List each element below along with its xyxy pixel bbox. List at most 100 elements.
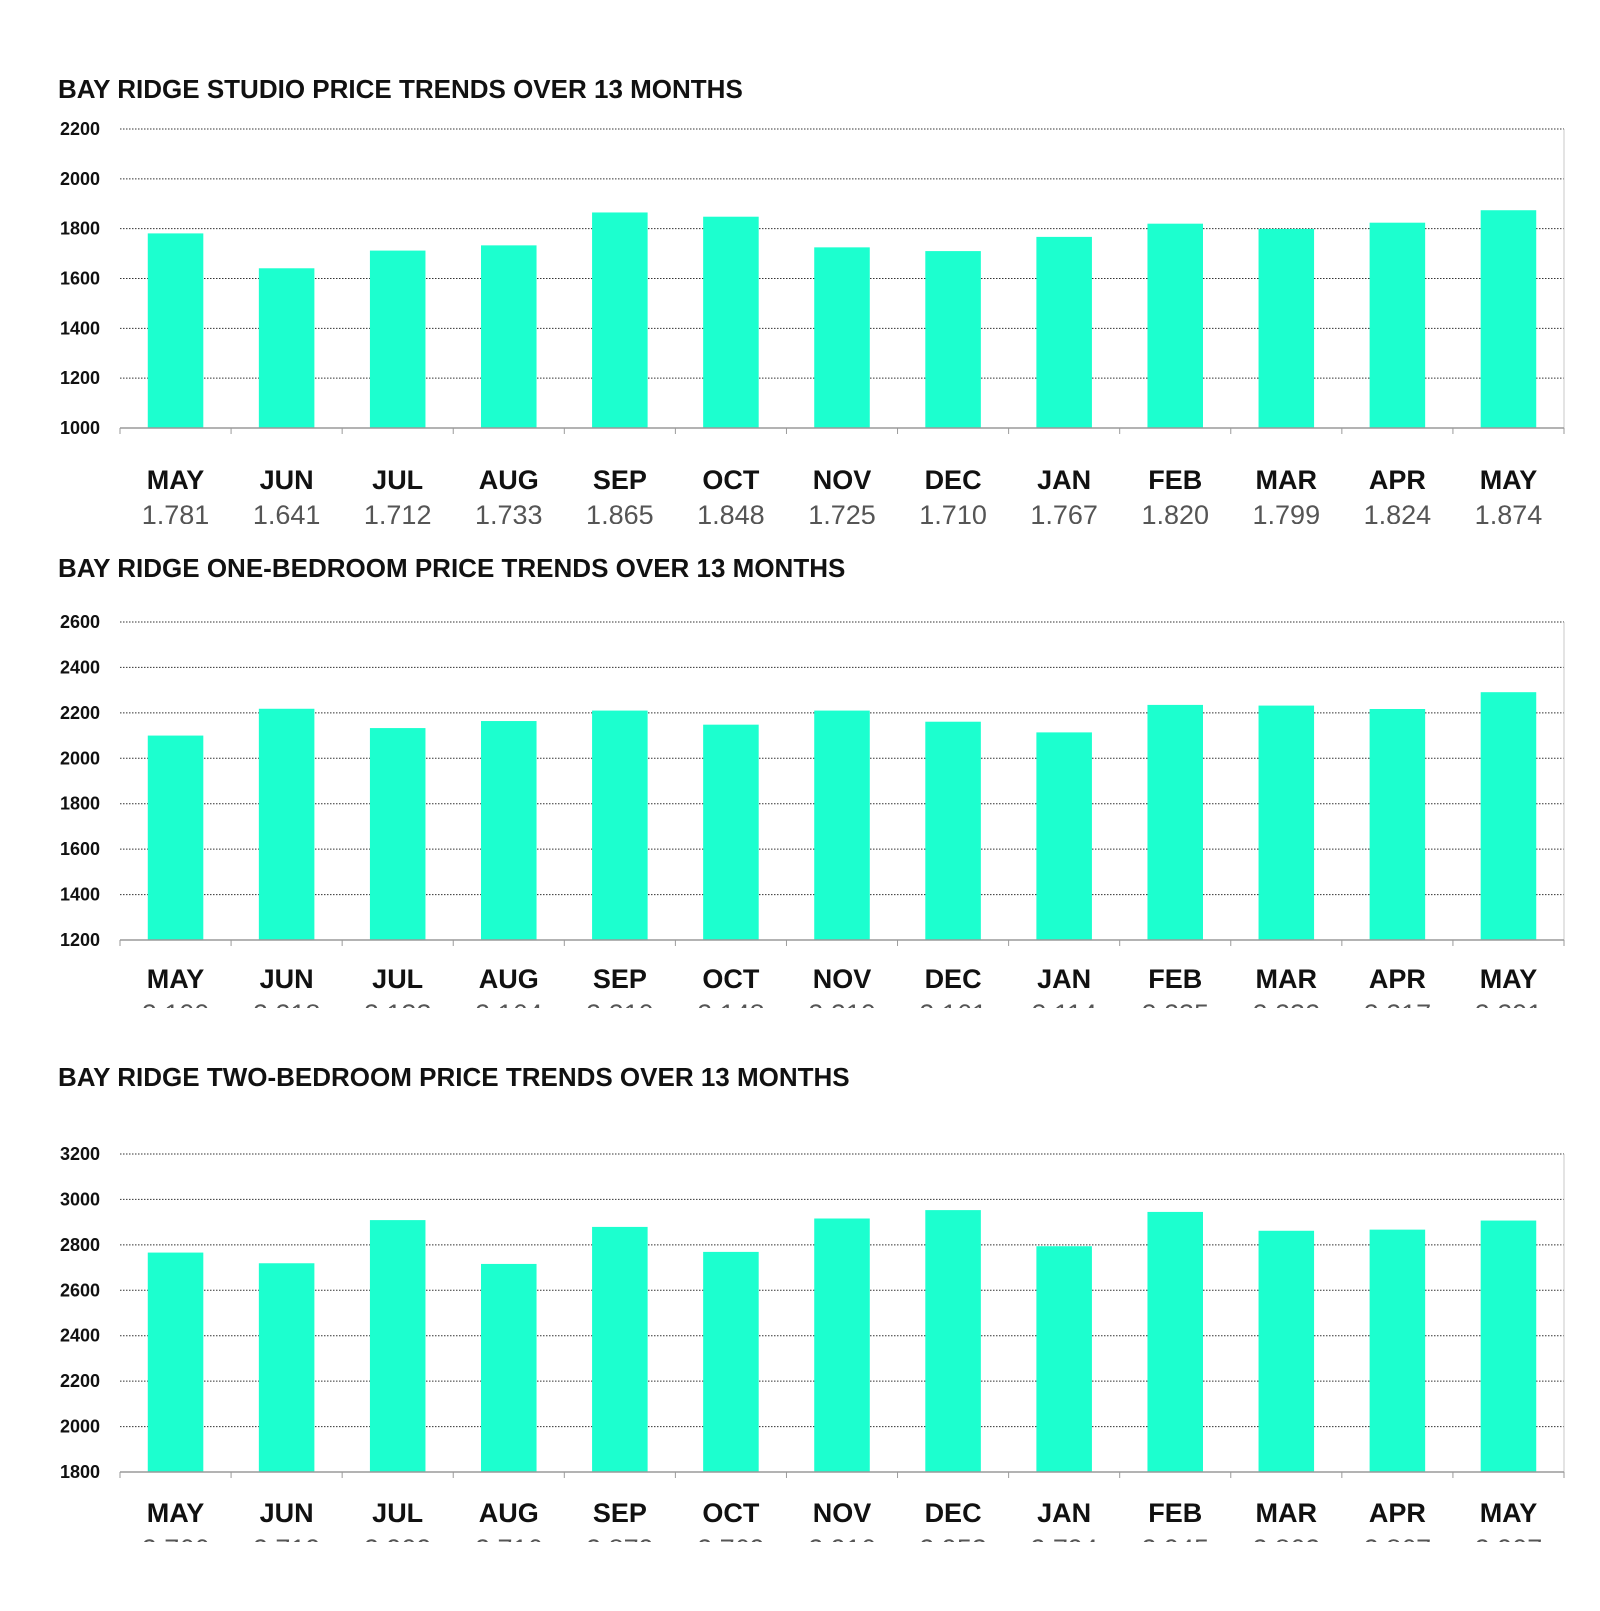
month-label: MAR: [1256, 1498, 1318, 1528]
y-tick-label: 1000: [60, 418, 100, 438]
bar: [147, 735, 204, 940]
value-label: 2,133: [364, 999, 432, 1008]
value-label: 1,641: [253, 500, 321, 524]
value-label: 2,148: [697, 999, 765, 1008]
value-label: 1,799: [1253, 500, 1321, 524]
bar: [703, 724, 759, 940]
chart-svg: 1000 1200 1400 1600 1800 2000 2200 MAY 1,781 JUN 1…: [60, 119, 1565, 524]
value-label: 2,210: [808, 999, 876, 1008]
value-label: 1,767: [1030, 500, 1098, 524]
value-label: 1,824: [1364, 500, 1432, 524]
bar: [481, 245, 537, 428]
value-label: 2,217: [1364, 999, 1432, 1008]
y-tick-label: 1400: [60, 885, 100, 905]
bar: [369, 728, 426, 940]
value-label: 2,218: [253, 999, 321, 1008]
value-label: 1,820: [1141, 500, 1209, 524]
bar: [369, 1220, 426, 1472]
y-tick-label: 1800: [60, 219, 100, 239]
bar: [1147, 704, 1203, 940]
y-tick-label: 3000: [60, 1189, 100, 1209]
value-label: 2,719: [253, 1534, 321, 1542]
bar: [1369, 1229, 1426, 1472]
y-tick-label: 1800: [60, 1462, 100, 1482]
y-tick-label: 1600: [60, 269, 100, 289]
y-tick-label: 2000: [60, 169, 100, 189]
month-label: FEB: [1148, 964, 1202, 994]
value-label: 1,710: [919, 500, 987, 524]
value-label: 2,210: [586, 999, 654, 1008]
y-tick-label: 3200: [60, 1144, 100, 1164]
bar: [1036, 732, 1092, 940]
bar: [814, 710, 870, 940]
month-label: JUL: [372, 1498, 423, 1528]
chart-svg: 1800 2000 2200 2400 2600 2800 3000 3200 MAY 2,766…: [60, 1144, 1565, 1542]
value-label: 2,907: [1475, 1534, 1543, 1542]
bar: [592, 1226, 648, 1472]
value-label: 1,848: [697, 500, 765, 524]
bar: [481, 1263, 537, 1472]
month-label: JUN: [260, 1498, 314, 1528]
value-label: 2,909: [364, 1534, 432, 1542]
chart-svg: 1200 1400 1600 1800 2000 2200 2400 2600 MAY 2,100…: [60, 612, 1565, 1008]
bar: [1258, 705, 1315, 940]
bar: [258, 708, 315, 940]
value-label: 1,874: [1475, 500, 1543, 524]
chart-title: BAY RIDGE TWO-BEDROOM PRICE TRENDS OVER …: [58, 1062, 850, 1092]
y-tick-label: 2200: [60, 119, 100, 139]
bar: [1036, 236, 1092, 428]
value-label: 2,879: [586, 1534, 654, 1542]
month-label: SEP: [593, 465, 647, 495]
month-label: OCT: [702, 964, 760, 994]
month-label: APR: [1369, 964, 1426, 994]
bar: [925, 721, 981, 940]
bar: [1480, 1220, 1537, 1472]
month-label: MAY: [1480, 964, 1538, 994]
y-tick-label: 2400: [60, 657, 100, 677]
y-tick-label: 2600: [60, 1280, 100, 1300]
month-label: MAR: [1256, 964, 1318, 994]
bar: [1480, 692, 1537, 940]
y-tick-label: 1400: [60, 318, 100, 338]
month-label: JUL: [372, 964, 423, 994]
month-label: NOV: [813, 1498, 872, 1528]
month-label: MAY: [147, 1498, 205, 1528]
month-label: DEC: [925, 1498, 982, 1528]
month-label: NOV: [813, 465, 872, 495]
value-label: 2,953: [919, 1534, 987, 1542]
month-label: OCT: [702, 1498, 760, 1528]
bar: [1369, 708, 1426, 940]
month-label: DEC: [925, 465, 982, 495]
bar: [1036, 1246, 1092, 1472]
value-label: 1,733: [475, 500, 543, 524]
bar: [592, 212, 648, 428]
chart-title: BAY RIDGE ONE-BEDROOM PRICE TRENDS OVER …: [58, 553, 846, 583]
value-label: 2,916: [808, 1534, 876, 1542]
month-label: OCT: [702, 465, 760, 495]
month-label: JUN: [260, 964, 314, 994]
y-tick-label: 2000: [60, 748, 100, 768]
month-label: MAY: [147, 465, 205, 495]
month-label: JAN: [1037, 964, 1091, 994]
month-label: DEC: [925, 964, 982, 994]
month-label: MAY: [147, 964, 205, 994]
value-label: 2,945: [1141, 1534, 1209, 1542]
bar: [1258, 228, 1315, 428]
month-label: FEB: [1148, 1498, 1202, 1528]
value-label: 2,794: [1030, 1534, 1098, 1542]
month-label: AUG: [479, 964, 539, 994]
bar: [1147, 223, 1203, 428]
month-label: APR: [1369, 465, 1426, 495]
value-label: 2,114: [1031, 999, 1097, 1008]
value-label: 2,769: [697, 1534, 765, 1542]
y-tick-label: 1200: [60, 930, 100, 950]
y-tick-label: 2400: [60, 1326, 100, 1346]
bar: [1147, 1211, 1203, 1472]
bar: [369, 250, 426, 428]
value-label: 1,781: [142, 500, 210, 524]
bar: [1258, 1230, 1315, 1472]
bar: [703, 216, 759, 428]
y-tick-label: 1600: [60, 839, 100, 859]
bar: [814, 247, 870, 428]
month-label: MAR: [1256, 465, 1318, 495]
